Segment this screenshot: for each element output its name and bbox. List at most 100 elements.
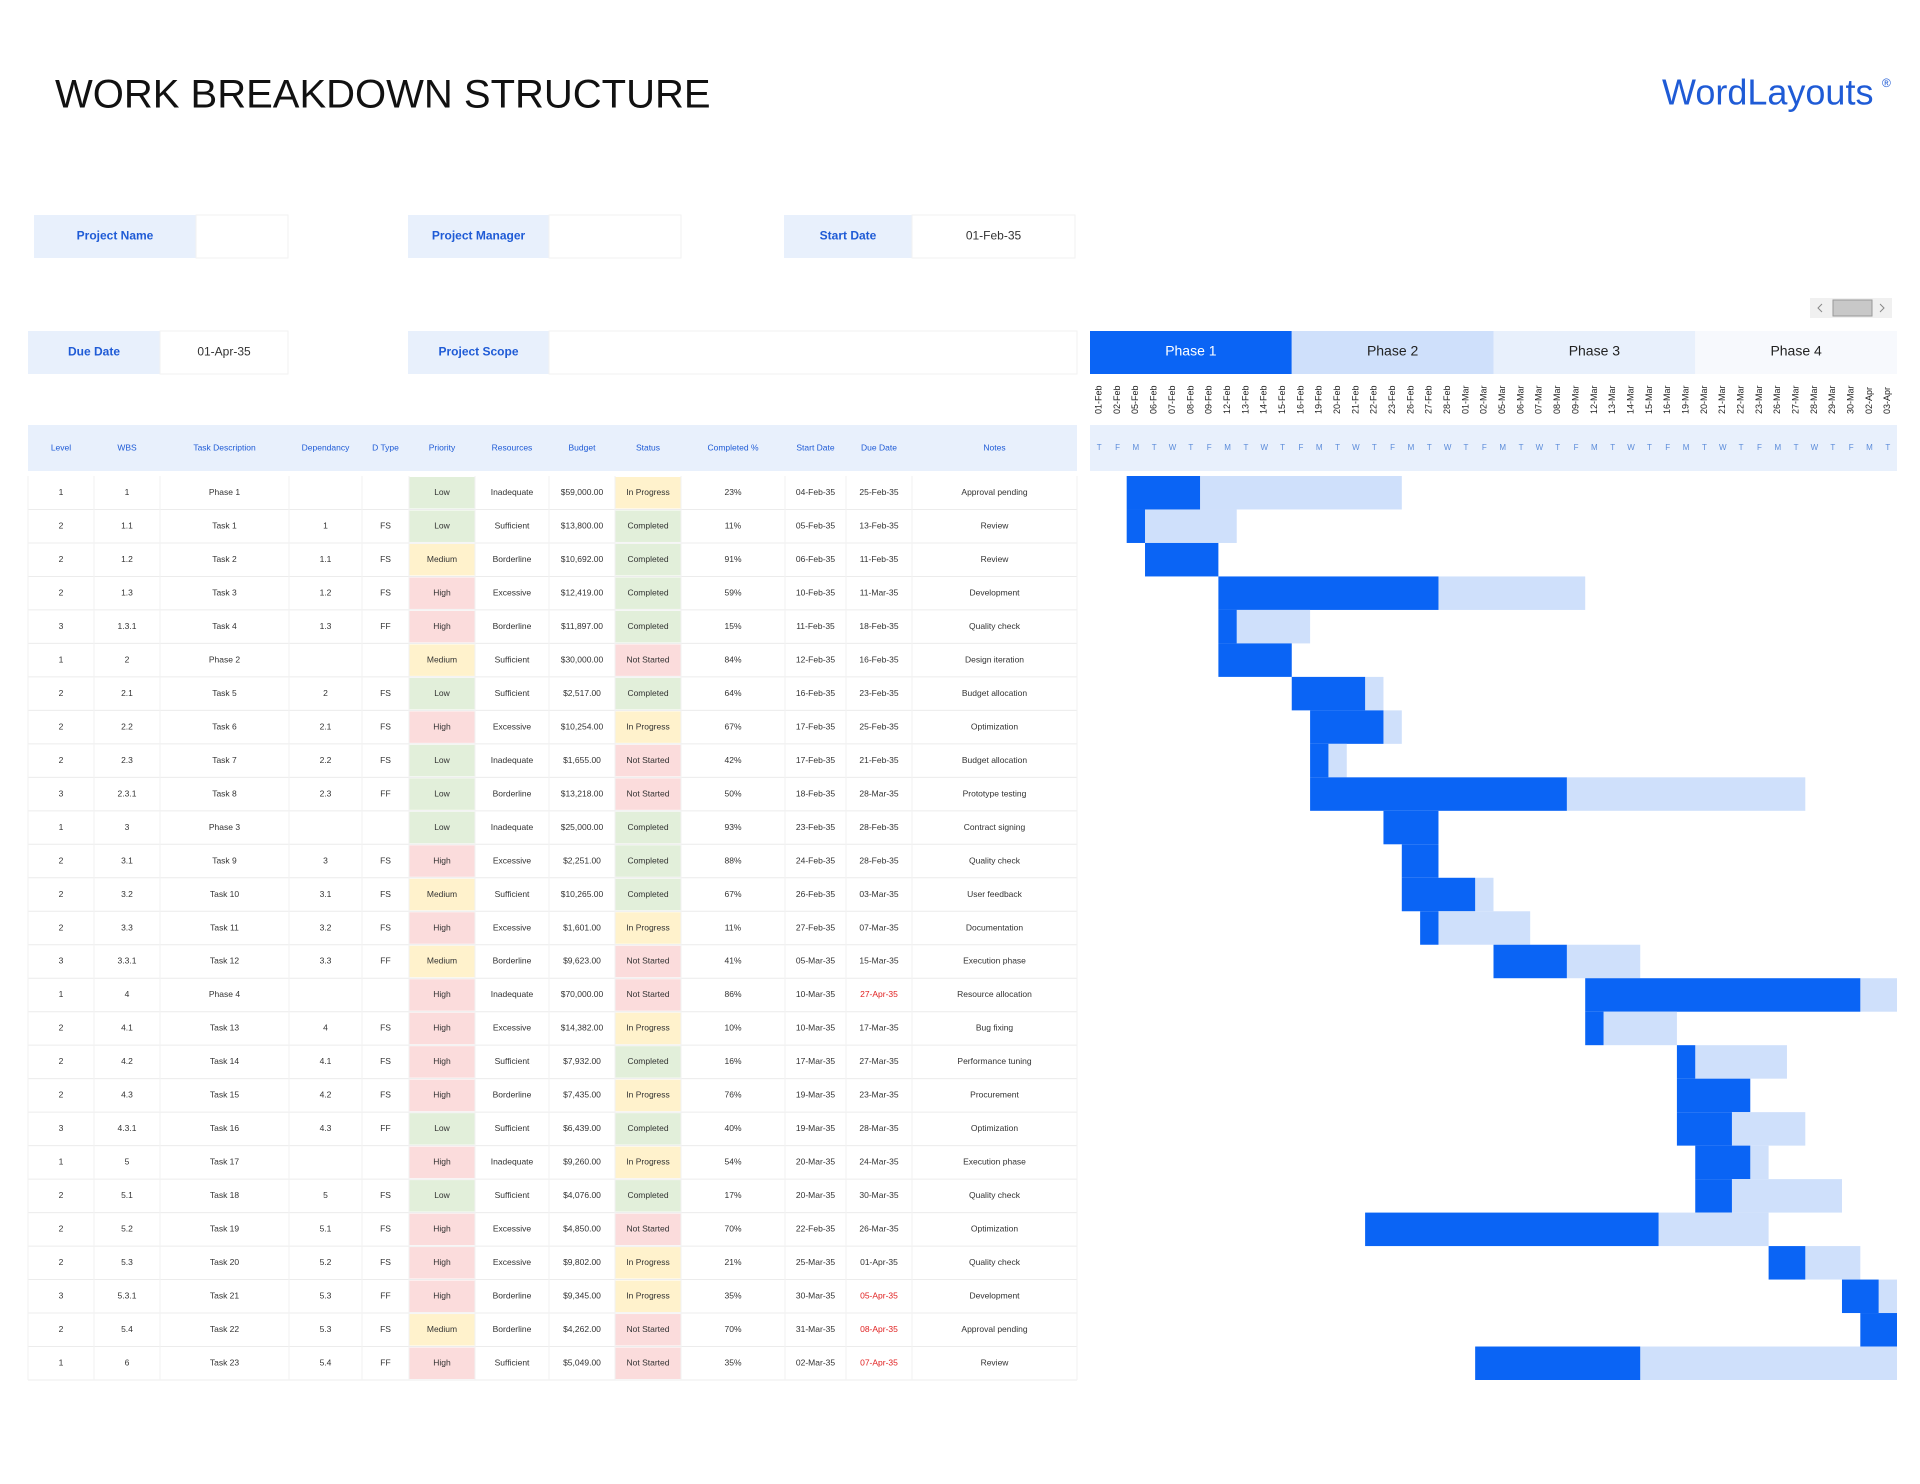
cell-text: 31-Mar-35 <box>796 1324 835 1334</box>
cell-text: $5,049.00 <box>563 1358 601 1368</box>
cell-text: $4,850.00 <box>563 1224 601 1234</box>
cell-text: Design iteration <box>965 654 1024 664</box>
cell-text: $10,254.00 <box>561 721 604 731</box>
cell-text: 28-Mar-35 <box>859 1123 898 1133</box>
priority-cell <box>409 778 475 810</box>
field-label: Due Date <box>68 345 120 359</box>
scroll-thumb[interactable] <box>1832 299 1873 317</box>
status-cell <box>615 1113 681 1145</box>
cell-text: $12,419.00 <box>561 587 604 597</box>
cell-text: Quality check <box>969 855 1021 865</box>
cell-text: FS <box>380 1023 391 1033</box>
cell-text: Completed <box>627 889 668 899</box>
status-cell <box>615 610 681 643</box>
day-label: T <box>1794 443 1799 452</box>
scroll-left[interactable] <box>1817 303 1823 313</box>
cell-text: FS <box>380 1324 391 1334</box>
column-header: Start Date <box>796 442 835 452</box>
cell-text: Task 9 <box>212 855 237 865</box>
gantt-done <box>1218 609 1237 644</box>
cell-text: 21-Feb-35 <box>859 755 898 765</box>
cell-text: In Progress <box>626 922 669 932</box>
cell-text: In Progress <box>626 487 669 497</box>
cell-text: 2.3 <box>121 755 133 765</box>
cell-text: Review <box>981 1358 1010 1368</box>
day-label: T <box>1464 443 1469 452</box>
status-cell <box>615 1314 681 1346</box>
field-value: 01-Feb-35 <box>966 229 1022 243</box>
cell-text: Low <box>434 788 450 798</box>
cell-text: 5.1 <box>320 1224 332 1234</box>
cell-text: Task 15 <box>210 1090 240 1100</box>
cell-text: Not Started <box>627 1324 670 1334</box>
cell-text: 1 <box>323 520 328 530</box>
cell-text: 05-Mar-35 <box>796 956 835 966</box>
cell-text: Inadequate <box>491 755 534 765</box>
cell-text: User feedback <box>967 889 1023 899</box>
column-header: Task Description <box>193 442 256 452</box>
scroll-widget[interactable] <box>1810 298 1892 318</box>
day-label: M <box>1408 443 1415 452</box>
day-label: T <box>1519 443 1524 452</box>
day-label: F <box>1115 443 1120 452</box>
gantt-remaining <box>1383 710 1402 744</box>
priority-cell <box>409 1146 475 1179</box>
cell-text: Review <box>981 554 1010 564</box>
cell-text: 3 <box>323 855 328 865</box>
gantt-remaining <box>1236 609 1311 644</box>
cell-text: $4,076.00 <box>563 1190 601 1200</box>
cell-text: Borderline <box>493 956 532 966</box>
cell-text: 4.2 <box>121 1056 133 1066</box>
cell-text: Medium <box>427 1324 457 1334</box>
cell-text: High <box>433 855 451 865</box>
day-label: M <box>1591 443 1598 452</box>
cell-text: FS <box>380 922 391 932</box>
gantt-remaining <box>1695 1045 1787 1079</box>
cell-text: 25-Feb-35 <box>859 487 898 497</box>
date-label: 07-Mar <box>1534 385 1544 414</box>
cell-text: Task 19 <box>210 1224 240 1234</box>
cell-text: FF <box>380 621 390 631</box>
cell-text: In Progress <box>626 721 669 731</box>
day-label: W <box>1352 443 1360 452</box>
cell-text: 3 <box>59 956 64 966</box>
cell-text: 05-Apr-35 <box>860 1291 898 1301</box>
scroll-right[interactable] <box>1879 303 1885 313</box>
status-cell <box>615 1247 681 1279</box>
cell-text: Low <box>434 487 450 497</box>
gantt-remaining <box>1860 978 1897 1012</box>
cell-text: 1.3 <box>121 587 133 597</box>
cell-text: Task 12 <box>210 956 240 966</box>
cell-text: 23% <box>724 487 741 497</box>
date-label: 08-Mar <box>1552 385 1562 414</box>
cell-text: $70,000.00 <box>561 989 604 999</box>
cell-text: $6,439.00 <box>563 1123 601 1133</box>
date-label: 23-Mar <box>1754 385 1764 414</box>
cell-text: 2 <box>59 1090 64 1100</box>
cell-text: 3.3.1 <box>118 956 137 966</box>
cell-text: Not Started <box>627 654 670 664</box>
date-label: 01-Feb <box>1094 385 1104 414</box>
date-label: 01-Mar <box>1460 385 1470 414</box>
cell-text: FF <box>380 788 390 798</box>
cell-text: 3.2 <box>320 922 332 932</box>
column-header: Notes <box>983 442 1005 452</box>
cell-text: Medium <box>427 654 457 664</box>
day-label: W <box>1627 443 1635 452</box>
cell-text: 5 <box>125 1157 130 1167</box>
gantt-remaining <box>1566 944 1641 979</box>
cell-text: 16% <box>724 1056 741 1066</box>
cell-text: Approval pending <box>961 487 1027 497</box>
phase-label: Phase 3 <box>1569 343 1621 359</box>
date-label: 15-Feb <box>1277 385 1287 414</box>
cell-text: 1 <box>59 487 64 497</box>
field-value: 01-Apr-35 <box>197 345 251 359</box>
date-label: 13-Mar <box>1607 385 1617 414</box>
cell-text: 2 <box>59 855 64 865</box>
day-label: T <box>1739 443 1744 452</box>
cell-text: $11,897.00 <box>561 621 603 631</box>
gantt-done <box>1310 710 1384 744</box>
cell-text: 54% <box>724 1157 741 1167</box>
priority-cell <box>409 577 475 609</box>
cell-text: FF <box>380 1291 390 1301</box>
